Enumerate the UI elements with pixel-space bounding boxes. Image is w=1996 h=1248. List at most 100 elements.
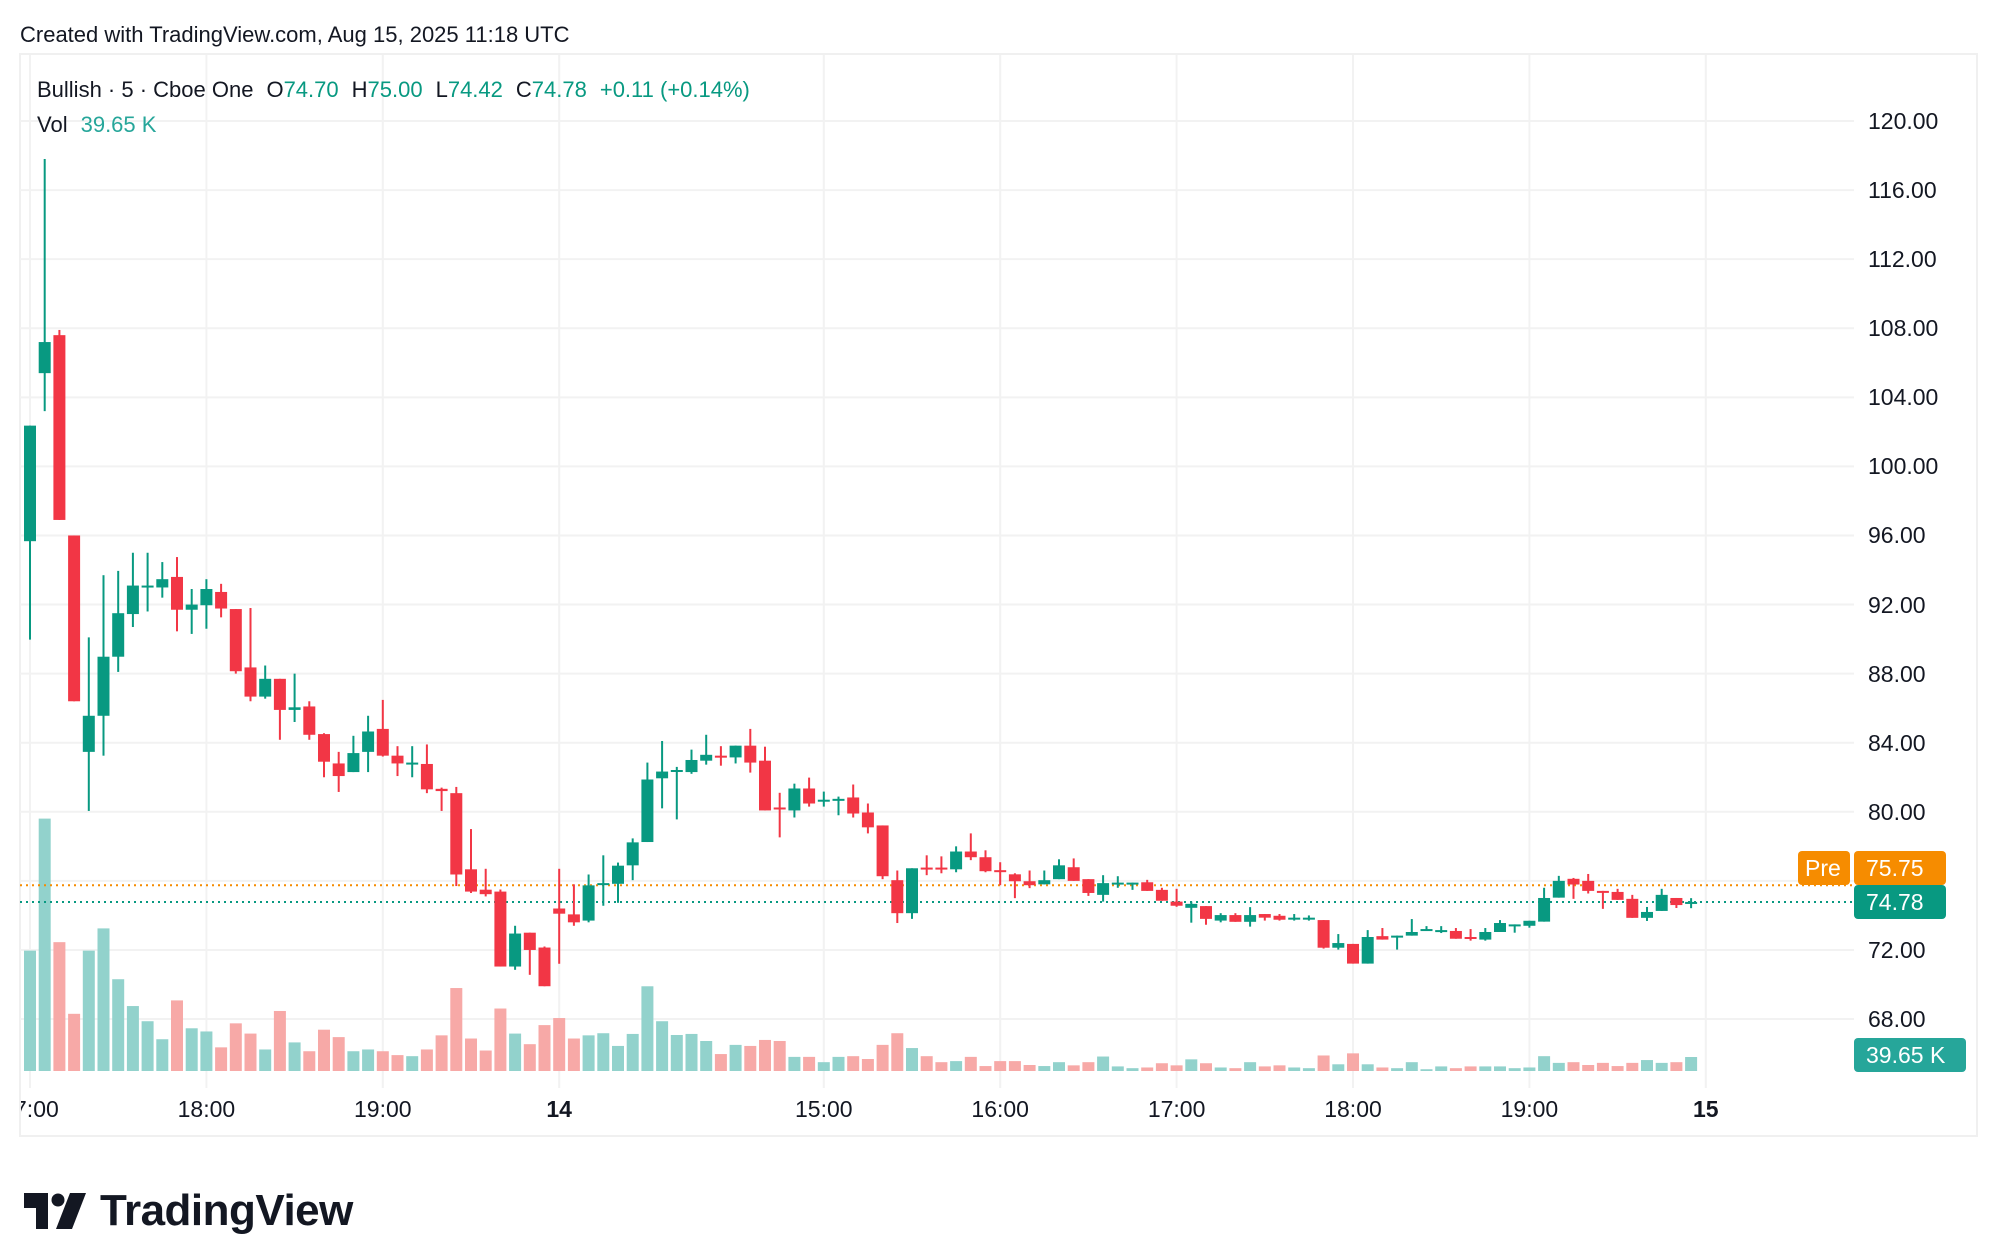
candle[interactable]	[479, 868, 492, 897]
candle[interactable]	[1170, 888, 1183, 907]
candle[interactable]	[729, 745, 742, 764]
candle[interactable]	[288, 673, 301, 722]
candle[interactable]	[1641, 906, 1653, 921]
candle[interactable]	[1111, 876, 1124, 888]
candle[interactable]	[259, 665, 272, 699]
candle[interactable]	[347, 735, 360, 773]
candle[interactable]	[38, 158, 51, 412]
candle[interactable]	[1067, 858, 1080, 881]
candle[interactable]	[1038, 870, 1051, 885]
candle[interactable]	[1185, 901, 1198, 923]
candle[interactable]	[641, 762, 654, 843]
candle[interactable]	[523, 932, 536, 975]
tradingview-logo[interactable]: TradingView	[24, 1186, 353, 1236]
candle[interactable]	[950, 846, 963, 873]
candle[interactable]	[1229, 913, 1242, 922]
time-axis[interactable]: 17:00 18:00 19:00 14 15:00 16:00 17:00 18:00 19:…	[21, 1090, 1854, 1130]
candle[interactable]	[1376, 928, 1389, 940]
candle[interactable]	[1126, 882, 1139, 890]
candle[interactable]	[700, 734, 713, 765]
candle[interactable]	[1244, 907, 1257, 927]
symbol-title[interactable]: Bullish · 5 · Cboe One	[37, 77, 254, 102]
candle[interactable]	[318, 733, 330, 778]
volume-label[interactable]: Vol	[37, 112, 68, 137]
candle[interactable]	[656, 740, 669, 809]
candle[interactable]	[685, 749, 698, 774]
candle[interactable]	[1552, 875, 1565, 898]
candle[interactable]	[185, 589, 198, 634]
candle[interactable]	[509, 925, 522, 970]
candle[interactable]	[1391, 935, 1404, 950]
candle[interactable]	[891, 870, 904, 924]
candle[interactable]	[538, 946, 551, 987]
candle[interactable]	[1523, 920, 1536, 928]
candle[interactable]	[1567, 877, 1580, 899]
candle[interactable]	[920, 855, 933, 876]
candle[interactable]	[994, 862, 1007, 886]
candle[interactable]	[1155, 887, 1168, 901]
candle[interactable]	[215, 583, 228, 618]
candle[interactable]	[935, 856, 948, 874]
candle[interactable]	[376, 699, 389, 757]
candle[interactable]	[1479, 928, 1492, 941]
candle[interactable]	[141, 552, 154, 612]
candle[interactable]	[112, 570, 125, 672]
candle[interactable]	[861, 803, 874, 834]
candle[interactable]	[1053, 859, 1065, 880]
candle[interactable]	[803, 777, 816, 807]
candle[interactable]	[1317, 920, 1330, 949]
candle[interactable]	[200, 579, 213, 629]
candle[interactable]	[1141, 879, 1154, 891]
candle[interactable]	[391, 746, 404, 777]
candle[interactable]	[1023, 870, 1036, 889]
candle[interactable]	[1464, 929, 1477, 941]
candle[interactable]	[24, 425, 36, 640]
candle[interactable]	[817, 791, 830, 807]
candle[interactable]	[420, 744, 433, 794]
candle[interactable]	[1258, 914, 1271, 921]
candle[interactable]	[303, 701, 316, 740]
candle[interactable]	[876, 825, 889, 880]
candle[interactable]	[1302, 915, 1315, 921]
candle[interactable]	[832, 796, 845, 816]
candle[interactable]	[714, 746, 727, 766]
candle[interactable]	[744, 728, 757, 773]
candle[interactable]	[773, 792, 786, 838]
candle[interactable]	[597, 855, 610, 906]
candle[interactable]	[847, 784, 860, 818]
candle[interactable]	[465, 829, 477, 893]
candle[interactable]	[244, 608, 257, 702]
candle[interactable]	[1200, 906, 1212, 925]
candle[interactable]	[1361, 930, 1374, 964]
candle[interactable]	[1611, 888, 1624, 900]
candle[interactable]	[1626, 894, 1639, 918]
candle[interactable]	[1670, 897, 1683, 908]
candle[interactable]	[1449, 928, 1462, 939]
candle[interactable]	[450, 786, 463, 887]
candle[interactable]	[1494, 920, 1506, 932]
candle[interactable]	[332, 751, 345, 792]
candle[interactable]	[1685, 898, 1698, 909]
candle[interactable]	[1097, 875, 1110, 902]
candle[interactable]	[68, 535, 81, 702]
candle[interactable]	[406, 746, 419, 778]
candle[interactable]	[1435, 926, 1448, 934]
candle[interactable]	[1405, 919, 1418, 936]
candle[interactable]	[582, 874, 595, 923]
candle[interactable]	[1655, 888, 1668, 911]
candle[interactable]	[1273, 914, 1286, 921]
candle[interactable]	[171, 557, 183, 632]
candle[interactable]	[1288, 914, 1301, 921]
candle[interactable]	[553, 868, 566, 964]
candle[interactable]	[1596, 890, 1609, 909]
candle[interactable]	[1347, 943, 1359, 964]
candle[interactable]	[567, 884, 580, 926]
candle[interactable]	[1332, 934, 1345, 950]
candle[interactable]	[156, 562, 169, 598]
candle[interactable]	[435, 787, 448, 811]
candle[interactable]	[626, 838, 639, 881]
candle[interactable]	[759, 746, 771, 811]
candle[interactable]	[362, 715, 375, 773]
candle[interactable]	[1008, 873, 1021, 899]
